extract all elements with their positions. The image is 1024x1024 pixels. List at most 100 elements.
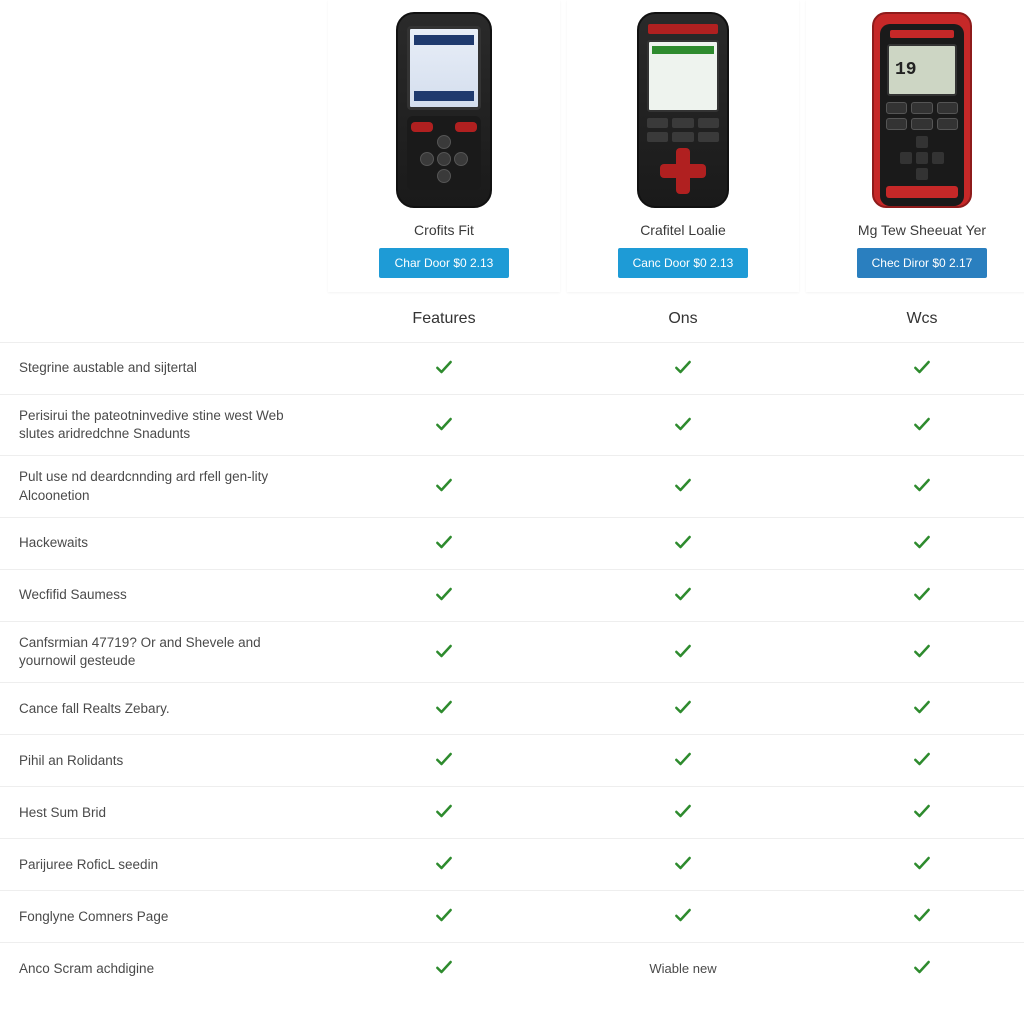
check-icon (434, 414, 454, 437)
section-header-row: Features Ons Wcs (0, 296, 1024, 342)
feature-cell (328, 843, 560, 886)
check-icon (912, 641, 932, 664)
feature-row: Cance fall Realts Zebary. (0, 682, 1024, 734)
feature-label: Wecfifid Saumess (7, 574, 321, 616)
check-icon (673, 414, 693, 437)
feature-cell (328, 947, 560, 990)
check-icon (434, 853, 454, 876)
check-icon (434, 697, 454, 720)
product-image-3: 19 (814, 10, 1024, 210)
feature-row: Hest Sum Brid (0, 786, 1024, 838)
comparison-page: Crofits Fit Char Door $0 2.13 Crafitel L… (0, 0, 1024, 994)
check-icon (912, 905, 932, 928)
feature-cell (806, 947, 1024, 990)
feature-cell (806, 522, 1024, 565)
product-image-1 (336, 10, 552, 210)
feature-label: Anco Scram achdigine (7, 948, 321, 990)
feature-cell (806, 347, 1024, 390)
check-icon (912, 749, 932, 772)
device-illustration-2 (637, 12, 729, 208)
feature-row: Wecfifid Saumess (0, 569, 1024, 621)
feature-label: Hackewaits (7, 522, 321, 564)
feature-label: Pihil an Rolidants (7, 740, 321, 782)
product-cta-3[interactable]: Chec Diror $0 2.17 (857, 248, 987, 278)
feature-row: Stegrine austable and sijtertal (0, 342, 1024, 394)
feature-row: Fonglyne Comners Page (0, 890, 1024, 942)
feature-cell (328, 895, 560, 938)
feature-cell (567, 404, 799, 447)
check-icon (434, 749, 454, 772)
feature-row: Pihil an Rolidants (0, 734, 1024, 786)
feature-cell (806, 739, 1024, 782)
feature-cell (328, 347, 560, 390)
feature-label: Hest Sum Brid (7, 792, 321, 834)
feature-cell (806, 843, 1024, 886)
check-icon (673, 853, 693, 876)
section-header-features: Features (328, 296, 560, 342)
product-name-1: Crofits Fit (336, 222, 552, 238)
feature-cell (567, 895, 799, 938)
feature-label: Fonglyne Comners Page (7, 896, 321, 938)
check-icon (912, 414, 932, 437)
check-icon (434, 905, 454, 928)
check-icon (673, 584, 693, 607)
product-cta-1[interactable]: Char Door $0 2.13 (379, 248, 509, 278)
check-icon (434, 641, 454, 664)
feature-label: Pult use nd deardcnnding ard rfell gen-l… (7, 456, 321, 516)
check-icon (434, 957, 454, 980)
check-icon (434, 801, 454, 824)
product-name-3: Mg Tew Sheeuat Yer (814, 222, 1024, 238)
feature-cell: Wiable new (567, 951, 799, 986)
feature-cell (328, 631, 560, 674)
product-card-3: 19 Mg Tew Sheeuat Yer Chec Diror $0 2.17 (806, 0, 1024, 292)
check-icon (912, 357, 932, 380)
feature-cell (328, 739, 560, 782)
feature-cell (806, 687, 1024, 730)
feature-cell (328, 687, 560, 730)
feature-cell (806, 465, 1024, 508)
feature-row: Pult use nd deardcnnding ard rfell gen-l… (0, 455, 1024, 516)
product-image-2 (575, 10, 791, 210)
check-icon (434, 584, 454, 607)
feature-row: Parijuree RoficL seedin (0, 838, 1024, 890)
product-header-row: Crofits Fit Char Door $0 2.13 Crafitel L… (0, 0, 1024, 292)
section-header-wcs: Wcs (806, 296, 1024, 342)
feature-cell (806, 791, 1024, 834)
feature-label: Cance fall Realts Zebary. (7, 688, 321, 730)
check-icon (912, 584, 932, 607)
feature-label: Canfsrmian 47719? Or and Shevele and you… (7, 622, 321, 682)
check-icon (912, 957, 932, 980)
feature-label: Parijuree RoficL seedin (7, 844, 321, 886)
product-card-2: Crafitel Loalie Canc Door $0 2.13 (567, 0, 799, 292)
product-name-2: Crafitel Loalie (575, 222, 791, 238)
check-icon (434, 357, 454, 380)
check-icon (673, 532, 693, 555)
check-icon (912, 853, 932, 876)
device-illustration-3: 19 (872, 12, 972, 208)
feature-cell (567, 631, 799, 674)
check-icon (912, 475, 932, 498)
device-illustration-1 (396, 12, 492, 208)
feature-cell (567, 843, 799, 886)
feature-cell (328, 522, 560, 565)
product-card-1: Crofits Fit Char Door $0 2.13 (328, 0, 560, 292)
feature-cell (806, 631, 1024, 674)
header-spacer (7, 0, 321, 292)
check-icon (673, 801, 693, 824)
feature-cell (328, 404, 560, 447)
product-cta-2[interactable]: Canc Door $0 2.13 (618, 248, 748, 278)
check-icon (673, 905, 693, 928)
check-icon (673, 697, 693, 720)
feature-cell (567, 522, 799, 565)
check-icon (673, 357, 693, 380)
check-icon (673, 749, 693, 772)
feature-cell (567, 465, 799, 508)
feature-row: Anco Scram achdigine Wiable new (0, 942, 1024, 994)
check-icon (673, 475, 693, 498)
feature-cell (567, 791, 799, 834)
feature-cell (567, 574, 799, 617)
feature-row: Hackewaits (0, 517, 1024, 569)
feature-row: Perisirui the pateotninvedive stine west… (0, 394, 1024, 455)
feature-cell (806, 404, 1024, 447)
section-header-spacer (7, 296, 321, 342)
